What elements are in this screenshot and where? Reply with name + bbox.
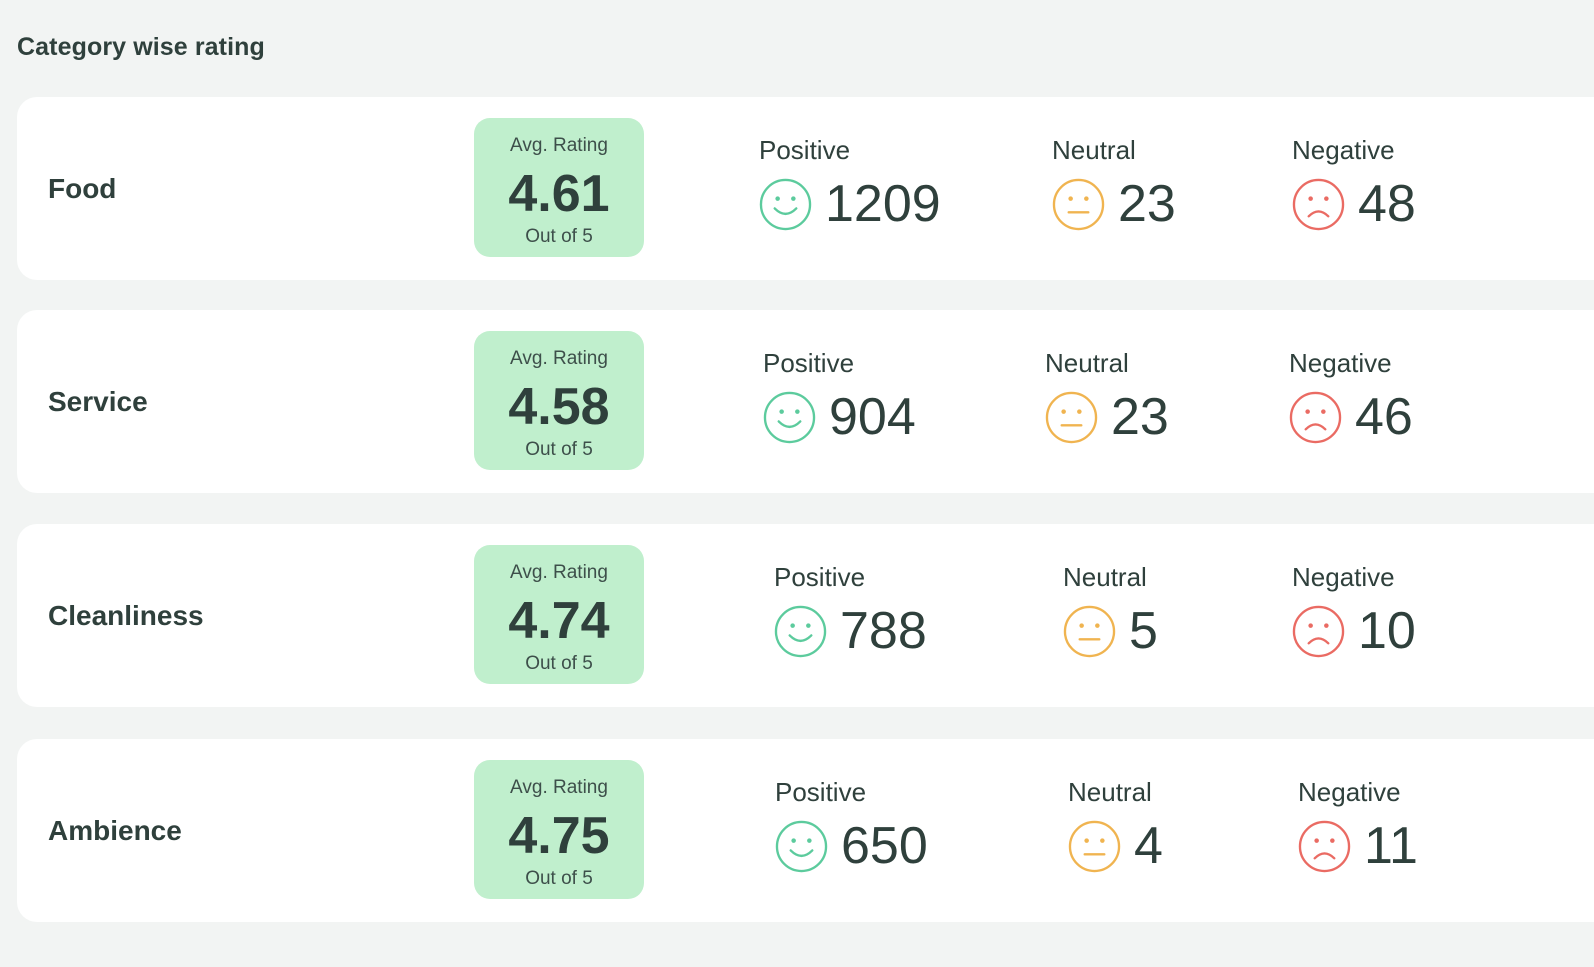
negative-stat: Negative 48 bbox=[1292, 135, 1416, 232]
avg-rating-out-of: Out of 5 bbox=[525, 439, 593, 460]
category-name: Cleanliness bbox=[48, 599, 204, 631]
positive-stat: Positive 1209 bbox=[759, 135, 941, 232]
avg-rating-value: 4.58 bbox=[508, 378, 610, 436]
frown-icon bbox=[1292, 605, 1345, 657]
avg-rating-box: Avg. Rating 4.75 Out of 5 bbox=[474, 760, 644, 899]
neutral-face-icon bbox=[1052, 178, 1105, 230]
negative-stat: Negative 11 bbox=[1298, 777, 1418, 874]
smile-icon bbox=[775, 820, 828, 872]
avg-rating-label: Avg. Rating bbox=[510, 562, 608, 583]
positive-count: 788 bbox=[840, 602, 927, 660]
category-name: Ambience bbox=[48, 814, 182, 846]
neutral-count: 23 bbox=[1111, 388, 1169, 446]
positive-count: 650 bbox=[841, 817, 928, 875]
avg-rating-value: 4.74 bbox=[508, 592, 610, 650]
avg-rating-box: Avg. Rating 4.74 Out of 5 bbox=[474, 545, 644, 684]
avg-rating-label: Avg. Rating bbox=[510, 348, 608, 369]
negative-label: Negative bbox=[1289, 348, 1392, 378]
smile-icon bbox=[774, 605, 827, 657]
avg-rating-label: Avg. Rating bbox=[510, 777, 608, 798]
avg-rating-value: 4.75 bbox=[508, 807, 610, 865]
frown-icon bbox=[1292, 178, 1345, 230]
avg-rating-out-of: Out of 5 bbox=[525, 868, 593, 889]
avg-rating-box: Avg. Rating 4.61 Out of 5 bbox=[474, 118, 644, 257]
category-name: Service bbox=[48, 385, 148, 417]
negative-stat: Negative 46 bbox=[1289, 348, 1413, 445]
neutral-face-icon bbox=[1045, 391, 1098, 443]
category-card-food: Food Avg. Rating 4.61 Out of 5 Positive … bbox=[17, 97, 1594, 280]
negative-label: Negative bbox=[1292, 562, 1395, 592]
neutral-stat: Neutral 23 bbox=[1045, 348, 1169, 445]
negative-count: 10 bbox=[1358, 602, 1416, 660]
negative-count: 11 bbox=[1364, 817, 1418, 875]
neutral-count: 4 bbox=[1134, 817, 1163, 875]
positive-stat: Positive 904 bbox=[763, 348, 916, 445]
positive-label: Positive bbox=[775, 777, 867, 807]
positive-label: Positive bbox=[763, 348, 855, 378]
positive-stat: Positive 788 bbox=[774, 562, 927, 659]
neutral-stat: Neutral 23 bbox=[1052, 135, 1176, 232]
category-card-cleanliness: Cleanliness Avg. Rating 4.74 Out of 5 Po… bbox=[17, 524, 1594, 707]
avg-rating-value: 4.61 bbox=[508, 165, 610, 223]
neutral-label: Neutral bbox=[1045, 348, 1129, 378]
smile-icon bbox=[763, 391, 816, 443]
category-card-ambience: Ambience Avg. Rating 4.75 Out of 5 Posit… bbox=[17, 739, 1594, 922]
neutral-count: 23 bbox=[1118, 175, 1176, 233]
category-card-service: Service Avg. Rating 4.58 Out of 5 Positi… bbox=[17, 310, 1594, 493]
positive-label: Positive bbox=[774, 562, 866, 592]
avg-rating-label: Avg. Rating bbox=[510, 135, 608, 156]
neutral-face-icon bbox=[1063, 605, 1116, 657]
negative-count: 48 bbox=[1358, 175, 1416, 233]
neutral-label: Neutral bbox=[1052, 135, 1136, 165]
category-name: Food bbox=[48, 172, 117, 204]
avg-rating-out-of: Out of 5 bbox=[525, 653, 593, 674]
frown-icon bbox=[1298, 820, 1351, 872]
neutral-face-icon bbox=[1068, 820, 1121, 872]
negative-count: 46 bbox=[1355, 388, 1413, 446]
neutral-label: Neutral bbox=[1063, 562, 1147, 592]
section-title: Category wise rating bbox=[17, 33, 265, 61]
negative-stat: Negative 10 bbox=[1292, 562, 1416, 659]
neutral-label: Neutral bbox=[1068, 777, 1152, 807]
smile-icon bbox=[759, 178, 812, 230]
neutral-stat: Neutral 5 bbox=[1063, 562, 1158, 659]
neutral-stat: Neutral 4 bbox=[1068, 777, 1163, 874]
positive-label: Positive bbox=[759, 135, 851, 165]
avg-rating-out-of: Out of 5 bbox=[525, 226, 593, 247]
negative-label: Negative bbox=[1298, 777, 1401, 807]
avg-rating-box: Avg. Rating 4.58 Out of 5 bbox=[474, 331, 644, 470]
positive-count: 1209 bbox=[825, 175, 941, 233]
frown-icon bbox=[1289, 391, 1342, 443]
positive-stat: Positive 650 bbox=[775, 777, 928, 874]
negative-label: Negative bbox=[1292, 135, 1395, 165]
neutral-count: 5 bbox=[1129, 602, 1158, 660]
positive-count: 904 bbox=[829, 388, 916, 446]
